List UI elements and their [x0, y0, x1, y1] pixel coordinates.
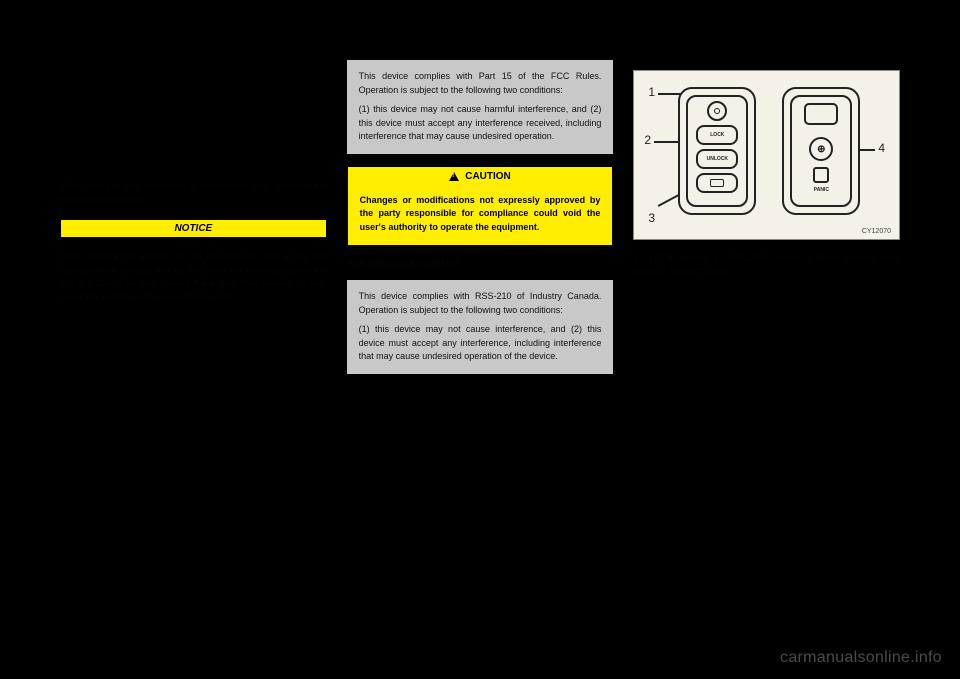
page-container: When using a key containing a transponde… — [60, 60, 900, 620]
fob-back: ⊕ PANIC — [782, 87, 860, 215]
panic-button-icon — [813, 167, 829, 183]
column-1: When using a key containing a transponde… — [60, 60, 327, 620]
fcc-p1: This device complies with Part 15 of the… — [359, 70, 602, 97]
caution-body: Changes or modifications not expressly a… — [347, 186, 614, 247]
led-dot-icon — [714, 108, 720, 114]
callout-2: 2 — [644, 133, 651, 147]
fcc-box: This device complies with Part 15 of the… — [347, 60, 614, 154]
remote-illustration: 1 2 3 4 LOCK UNLOCK — [633, 70, 900, 240]
fob-back-inner: ⊕ PANIC — [790, 95, 852, 207]
column-2: This device complies with Part 15 of the… — [347, 60, 614, 620]
led-icon — [707, 101, 727, 121]
car-window-icon — [710, 179, 724, 187]
image-code: CY12070 — [862, 228, 891, 235]
caution-block: CAUTION Changes or modifications not exp… — [347, 166, 614, 247]
callout-4: 4 — [878, 141, 885, 155]
callout-1: 1 — [648, 85, 655, 99]
caution-header: CAUTION — [347, 166, 614, 186]
fcc-p2: (1) this device may not cause harmful in… — [359, 103, 602, 144]
column-3: 1 2 3 4 LOCK UNLOCK — [633, 60, 900, 620]
fob-front: LOCK UNLOCK — [678, 87, 756, 215]
logo-glyph-icon: ⊕ — [817, 144, 825, 155]
canada-p1: This device complies with RSS-210 of Ind… — [359, 290, 602, 317]
canada-label: FOR CANADIAN OWNERS — [347, 258, 614, 268]
backwindow-button — [696, 173, 738, 193]
lock-button: LOCK — [696, 125, 738, 145]
canada-p2: (1) this device may not cause interferen… — [359, 323, 602, 364]
unlock-button: UNLOCK — [696, 149, 738, 169]
canada-box: This device complies with RSS-210 of Ind… — [347, 280, 614, 374]
back-panel-icon — [804, 103, 838, 125]
caution-label: CAUTION — [465, 171, 511, 182]
panic-label: PANIC — [792, 187, 850, 193]
toyota-logo-icon: ⊕ — [809, 137, 833, 161]
notice-label: NOTICE — [60, 219, 327, 238]
col1-intro-text: When using a key containing a transponde… — [60, 180, 327, 207]
warning-triangle-icon — [449, 172, 459, 181]
watermark: carmanualsonline.info — [780, 649, 942, 667]
fob-front-inner: LOCK UNLOCK — [686, 95, 748, 207]
col1-below-text: When starting the engine, do not use the… — [60, 250, 327, 304]
callout-3: 3 — [648, 211, 655, 225]
col3-caption: 1. "LOCK" switch 2. "UNLOCK" switch 3. B… — [633, 252, 900, 279]
